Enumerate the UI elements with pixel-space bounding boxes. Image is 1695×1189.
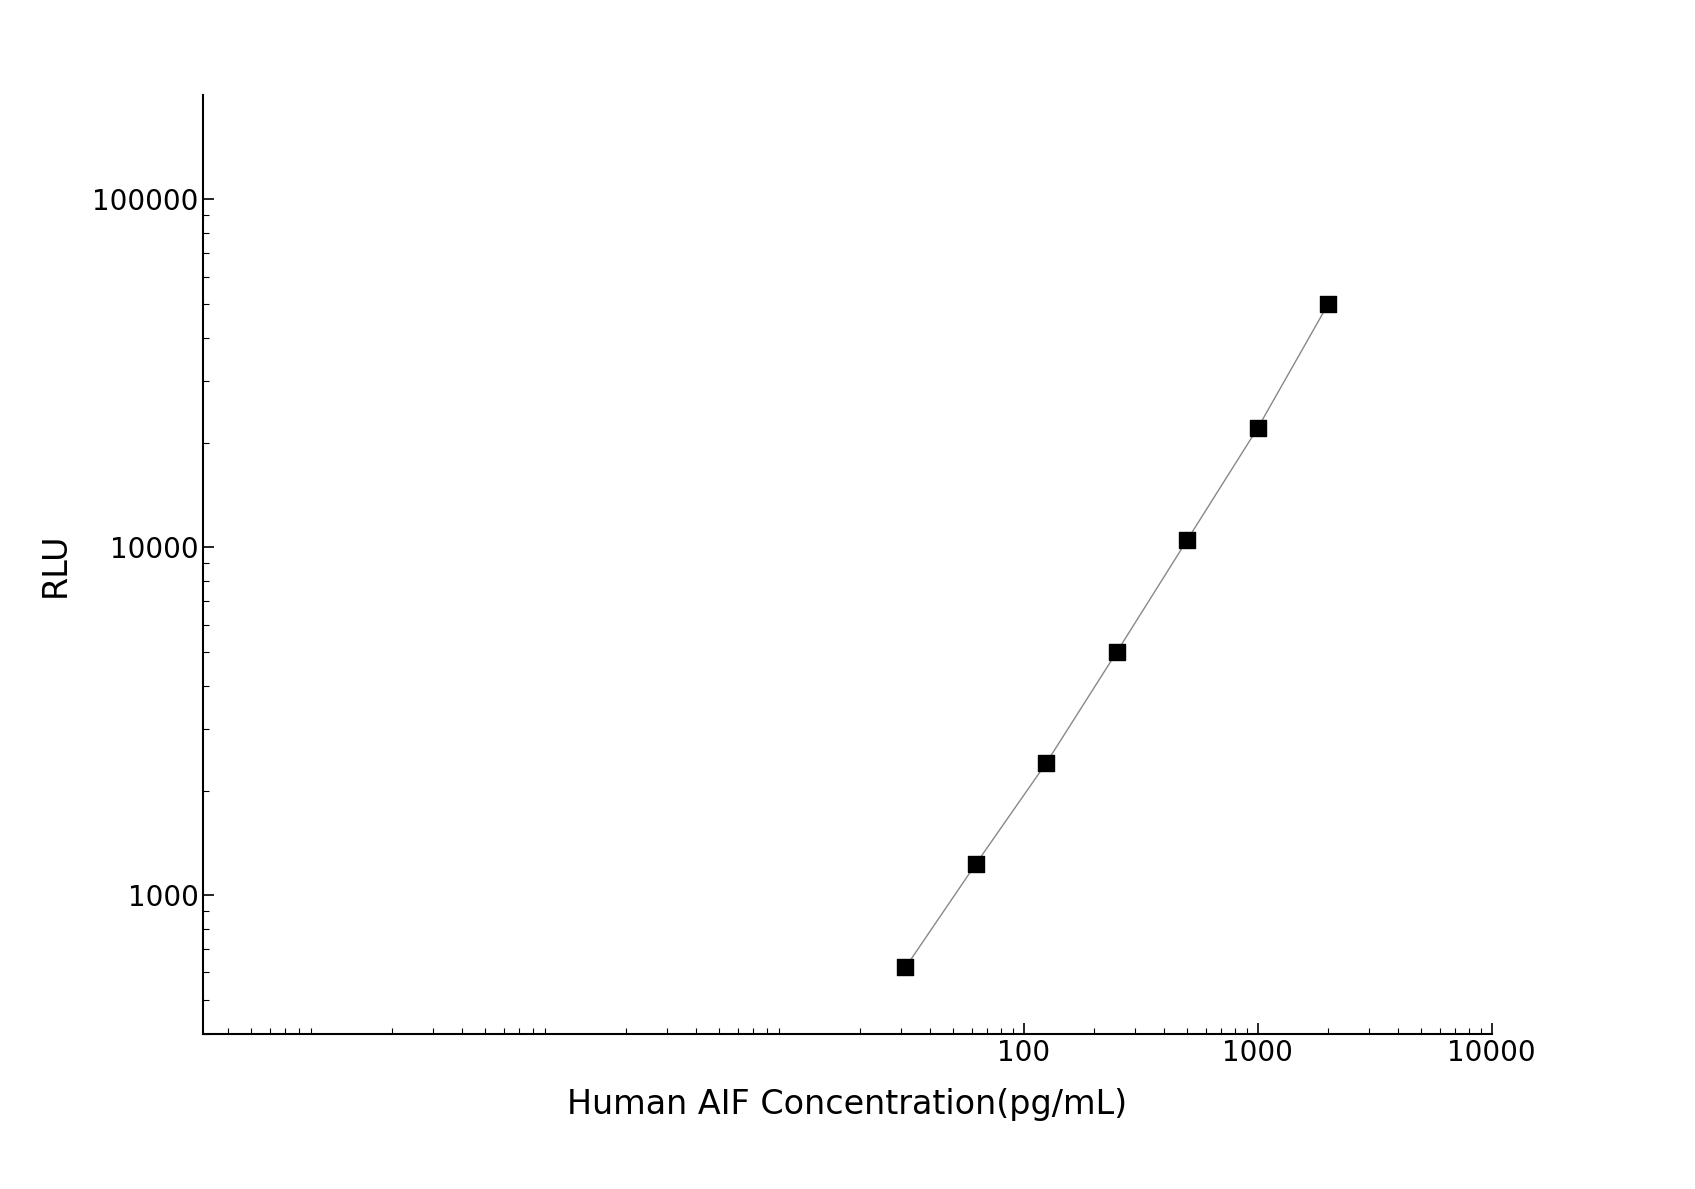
Y-axis label: RLU: RLU — [39, 533, 71, 597]
Point — [1032, 754, 1059, 773]
Point — [1244, 419, 1271, 438]
Point — [1173, 530, 1200, 549]
Point — [963, 855, 990, 874]
X-axis label: Human AIF Concentration(pg/mL): Human AIF Concentration(pg/mL) — [568, 1088, 1127, 1121]
Point — [892, 958, 919, 977]
Point — [1103, 642, 1131, 661]
Point — [1315, 295, 1342, 314]
